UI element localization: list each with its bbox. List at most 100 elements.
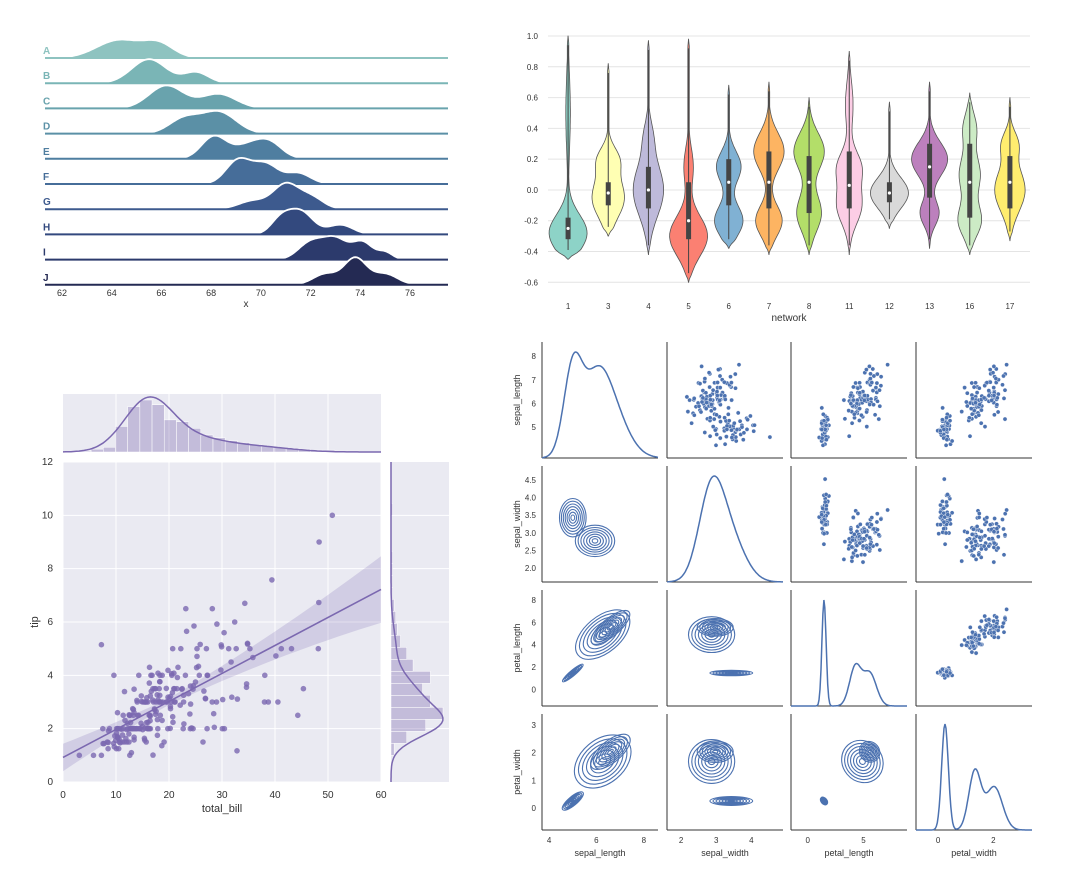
pair-scatter-point [729, 380, 734, 385]
scatter-point [105, 745, 111, 752]
pair-kde-contour [564, 506, 581, 530]
violin-median [727, 180, 731, 184]
pair-scatter-point [994, 614, 999, 620]
pair-kde-contour [601, 743, 620, 760]
scatter-point [247, 645, 253, 652]
pair-scatter-point [1001, 396, 1007, 401]
violin-xtick-label: 3 [606, 302, 611, 311]
scatter-point [130, 706, 137, 713]
pair-scatter-point [855, 385, 861, 391]
pair-scatter-point [878, 516, 884, 522]
scatter-point [146, 680, 153, 686]
top-hist-bar [188, 428, 202, 453]
pair-scatter-point [936, 531, 942, 537]
violin-ytick-label: 0.0 [527, 186, 539, 195]
violin-xtick-label: 13 [925, 302, 934, 311]
pair-scatter-point [718, 435, 723, 441]
pair-scatter-point [823, 422, 829, 428]
joint-ytick-label: 0 [47, 777, 53, 788]
pair-scatter-point [823, 492, 829, 497]
scatter-point [101, 740, 107, 747]
pair-scatter-point [968, 625, 973, 630]
pair-scatter-point [821, 541, 827, 547]
pair-scatter-point [964, 642, 969, 648]
pair-scatter-point [940, 405, 945, 411]
pair-scatter-point [853, 380, 858, 386]
pair-scatter-point [869, 522, 874, 528]
scatter-point [218, 642, 224, 648]
scatter-point [225, 645, 232, 652]
scatter-point [126, 731, 132, 737]
pair-scatter-point [876, 416, 882, 422]
pair-scatter-point [878, 374, 884, 380]
pair-scatter-point [849, 420, 855, 426]
scatter-point [179, 686, 185, 692]
pair-ylabel: petal_length [512, 623, 522, 672]
joint-xtick-label: 60 [375, 790, 387, 801]
pair-ytick-label: 4 [532, 641, 537, 650]
scatter-point [262, 672, 268, 679]
pair-scatter-point [969, 532, 975, 537]
pair-ylabel: sepal_length [512, 374, 522, 425]
scatter-point [169, 672, 175, 679]
scatter-point [120, 725, 127, 732]
top-hist-bar [90, 448, 104, 453]
jointplot-panel: 0 10 20 30 40 50 60 0 2 4 6 8 10 12 total_bill tip [29, 394, 449, 815]
pair-kde-contour [706, 623, 724, 632]
pair-xtick-label: 0 [936, 836, 941, 845]
pair-scatter-point [1004, 362, 1009, 368]
joint-ytick-label: 4 [47, 670, 53, 681]
pair-scatter-point [995, 545, 1001, 551]
pair-ytick-label: 0 [532, 804, 537, 813]
pair-kde-contour [712, 749, 719, 754]
pair-scatter-point [970, 629, 975, 635]
scatter-point [127, 752, 133, 759]
pair-kde-contour [721, 798, 742, 804]
scatter-point [192, 679, 199, 685]
pair-scatter-point [874, 519, 880, 525]
scatter-point [203, 645, 210, 652]
pair-scatter-point [941, 672, 947, 678]
pair-scatter-point [855, 553, 860, 559]
scatter-point [180, 725, 186, 732]
ridge-area [45, 135, 448, 159]
pair-scatter-point [684, 394, 690, 400]
ridge-outline [45, 84, 447, 110]
pair-kde-contour [819, 796, 829, 806]
violin-median [847, 183, 851, 187]
pair-scatter-point [710, 387, 716, 393]
pair-scatter-point [823, 522, 829, 527]
pair-scatter-point [861, 536, 867, 542]
violin-iqr-box [846, 151, 852, 209]
pair-scatter-point [821, 418, 827, 424]
scatter-point [228, 659, 234, 665]
pair-xtick-label: 8 [642, 836, 647, 845]
pair-scatter-point [959, 409, 965, 414]
pair-scatter-point [992, 516, 997, 521]
pair-scatter-point [1002, 387, 1008, 393]
pair-scatter-point [974, 524, 980, 529]
violin-xtick-label: 7 [767, 302, 772, 311]
pair-scatter-point [981, 631, 987, 637]
pair-scatter-point [877, 387, 882, 393]
pair-scatter-point [987, 367, 993, 372]
pair-kde-curve [541, 351, 659, 459]
pair-ytick-label: 0 [532, 685, 537, 694]
pair-scatter-point [995, 628, 1001, 633]
scatter-point [147, 717, 153, 724]
pair-scatter-point [979, 546, 984, 552]
scatter-point [130, 712, 137, 719]
pair-scatter-point [988, 522, 993, 528]
pair-scatter-point [857, 540, 863, 546]
pair-scatter-point [729, 435, 735, 440]
scatter-point [100, 725, 106, 732]
scatter-point [233, 645, 239, 652]
pair-scatter-point [943, 530, 949, 536]
pair-scatter-point [971, 384, 977, 390]
violin-median [927, 165, 932, 169]
pair-kde-contour [598, 741, 623, 763]
pair-scatter-point [943, 442, 949, 448]
pair-scatter-point [962, 637, 967, 643]
ridge-label: G [43, 197, 51, 208]
pair-kde-contour [601, 619, 620, 636]
